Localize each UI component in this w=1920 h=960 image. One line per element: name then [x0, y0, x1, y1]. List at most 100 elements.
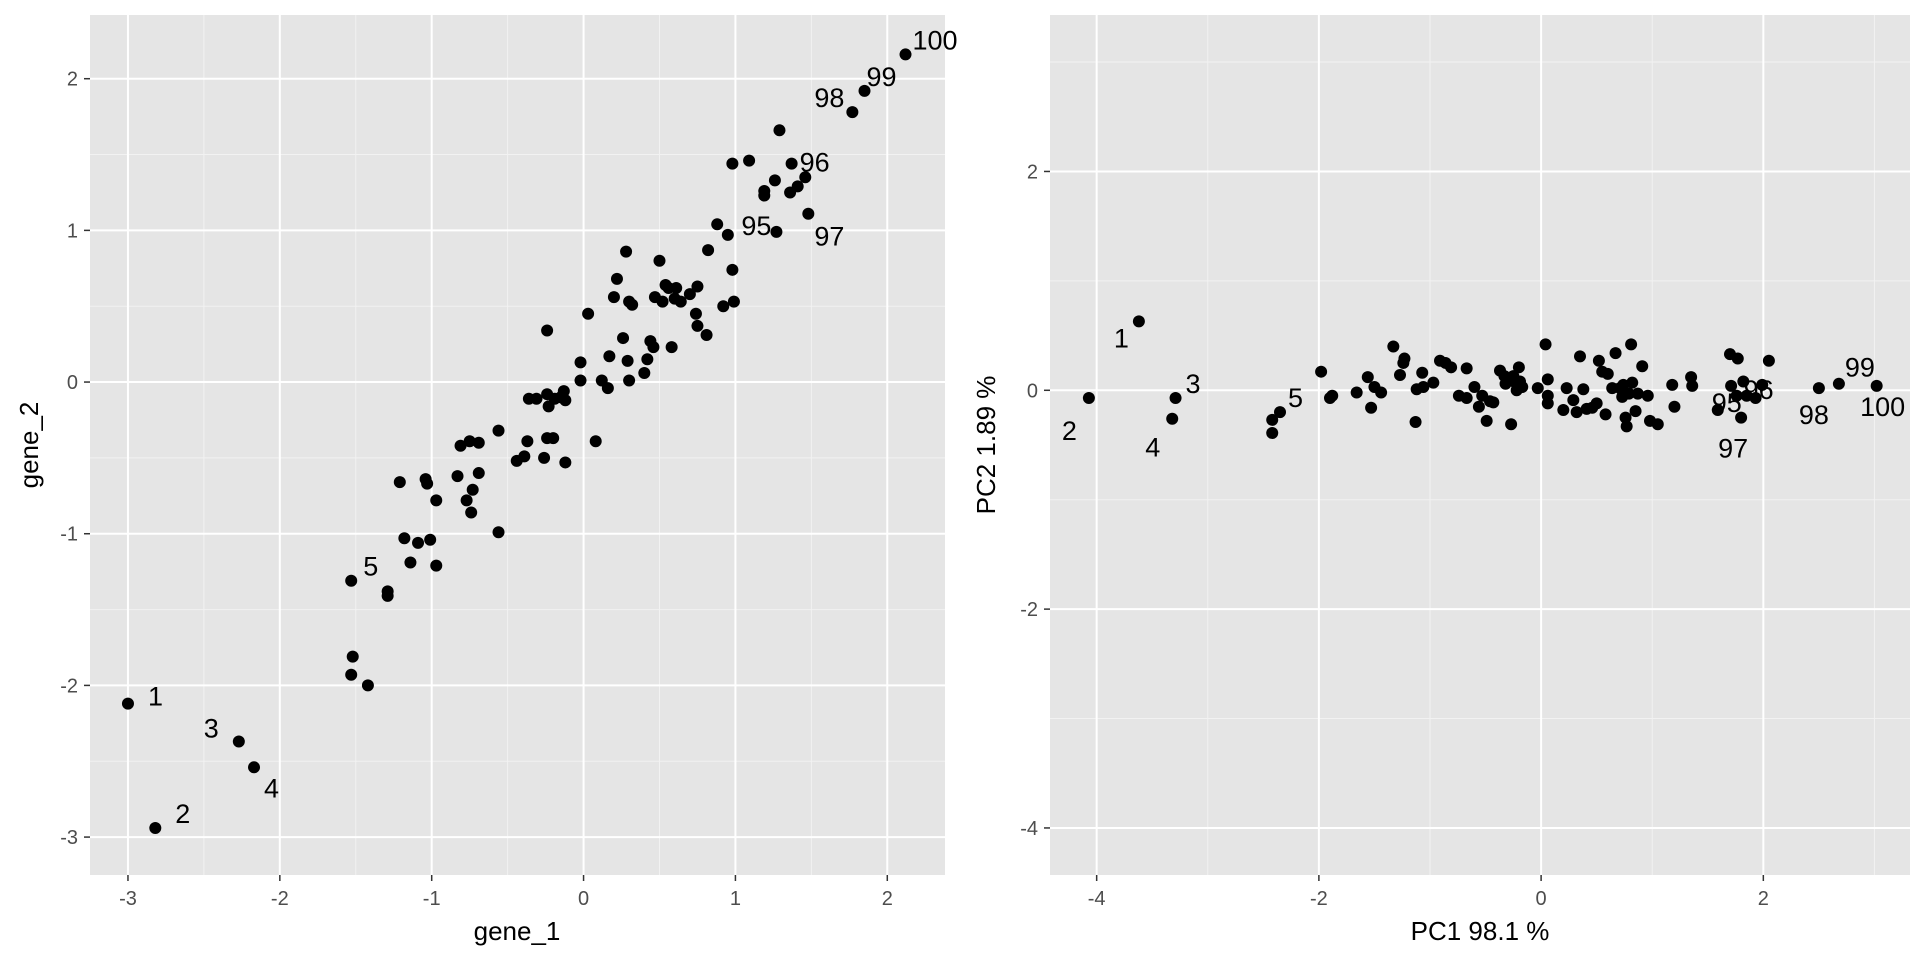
right-y-tick-label: 0	[1027, 380, 1038, 402]
right-data-point	[1620, 420, 1633, 433]
right-data-point	[1756, 378, 1769, 391]
left-point-label: 98	[814, 83, 844, 113]
right-data-point	[1666, 378, 1679, 391]
right-data-point	[1350, 386, 1363, 399]
left-data-point	[743, 154, 756, 167]
left-data-point	[670, 282, 683, 295]
right-data-point	[1625, 338, 1638, 351]
left-data-point	[582, 307, 595, 320]
left-data-point	[691, 280, 704, 293]
left-x-tick-label: -1	[423, 888, 441, 910]
right-point-label: 99	[1845, 353, 1875, 383]
right-point-label: 3	[1186, 369, 1201, 399]
right-point-label: 96	[1744, 375, 1774, 405]
left-point-label: 97	[814, 222, 844, 252]
left-data-point	[361, 679, 374, 692]
left-data-point	[381, 589, 394, 602]
left-point-label: 96	[800, 148, 830, 178]
right-data-point	[1394, 368, 1406, 381]
left-data-point	[530, 392, 543, 405]
left-data-point	[463, 435, 476, 448]
right-data-point	[1567, 394, 1580, 407]
right-data-point	[1619, 411, 1632, 424]
left-data-point	[538, 451, 551, 464]
left-gridlines	[90, 15, 945, 875]
left-plot-background	[90, 15, 945, 875]
right-data-point	[1541, 373, 1554, 386]
right-data-point	[1622, 387, 1635, 400]
left-data-point	[899, 48, 912, 61]
right-data-point	[1375, 386, 1388, 399]
left-data-point	[768, 174, 781, 187]
left-x-tick-label: -2	[271, 888, 289, 910]
left-data-point	[472, 467, 485, 480]
right-point-label: 97	[1718, 434, 1748, 464]
left-data-point	[404, 556, 417, 569]
left-point-label: 99	[867, 62, 897, 92]
left-data-point	[785, 157, 798, 170]
left-data-point	[398, 532, 411, 545]
right-data-point	[1266, 426, 1279, 439]
right-gridlines	[1050, 15, 1910, 875]
left-data-point	[623, 374, 636, 387]
right-axis-ticks: -4 -2 0 2 -4 -2 0 2	[1020, 161, 1769, 910]
right-y-tick-label: 2	[1027, 161, 1038, 183]
right-x-tick-label: -4	[1088, 888, 1106, 910]
left-y-tick-label: -3	[60, 827, 78, 849]
left-data-point	[466, 483, 479, 496]
left-data-point	[638, 366, 651, 379]
right-data-point	[1531, 382, 1544, 395]
left-data-point	[465, 506, 478, 519]
right-plot-background	[1050, 15, 1910, 875]
left-data-point	[451, 470, 464, 483]
right-x-tick-label: 2	[1758, 888, 1769, 910]
right-data-point	[1631, 387, 1644, 400]
left-data-point	[248, 761, 261, 774]
right-data-point	[1599, 408, 1612, 421]
right-data-point	[1460, 362, 1473, 375]
right-x-axis-title: PC1 98.1 %	[1411, 916, 1550, 946]
left-data-point	[665, 341, 678, 354]
left-data-point	[726, 157, 739, 170]
right-data-point	[1557, 403, 1570, 416]
left-data-point	[601, 382, 614, 395]
left-data-point	[689, 307, 702, 320]
right-data-point	[1499, 377, 1512, 390]
right-point-label: 5	[1288, 383, 1303, 413]
left-data-point	[521, 435, 534, 448]
right-data-point	[1609, 347, 1622, 360]
left-data-point	[603, 350, 616, 363]
left-x-tick-label: 2	[882, 888, 893, 910]
left-data-point	[647, 341, 660, 354]
right-data-point	[1082, 391, 1095, 404]
left-data-point	[617, 332, 630, 345]
left-x-axis-title: gene_1	[474, 916, 561, 946]
right-data-point	[1601, 367, 1614, 380]
left-data-point	[610, 272, 623, 285]
right-data-point	[1166, 412, 1179, 425]
right-data-point	[1590, 397, 1603, 410]
right-data-point	[1274, 406, 1286, 419]
left-data-point	[559, 394, 572, 407]
left-y-axis-title: gene_2	[14, 402, 44, 489]
right-data-point	[1730, 389, 1743, 402]
left-data-point	[607, 291, 620, 304]
right-data-point	[1417, 381, 1430, 394]
left-data-point	[858, 84, 871, 97]
right-data-point	[1416, 366, 1429, 379]
right-data-point	[1711, 403, 1724, 416]
left-points	[121, 48, 912, 834]
left-point-label: 4	[264, 773, 279, 803]
left-data-point	[721, 228, 734, 241]
right-data-point	[1445, 361, 1458, 374]
left-y-tick-label: 0	[67, 372, 78, 394]
right-data-point	[1468, 381, 1481, 394]
left-y-tick-label: -2	[60, 675, 78, 697]
left-data-point	[674, 295, 687, 308]
left-point-label: 2	[175, 799, 190, 829]
left-point-label: 3	[204, 714, 219, 744]
right-data-point	[1762, 354, 1775, 367]
left-data-point	[691, 319, 704, 332]
right-data-point	[1541, 389, 1554, 402]
right-points	[1082, 315, 1883, 439]
